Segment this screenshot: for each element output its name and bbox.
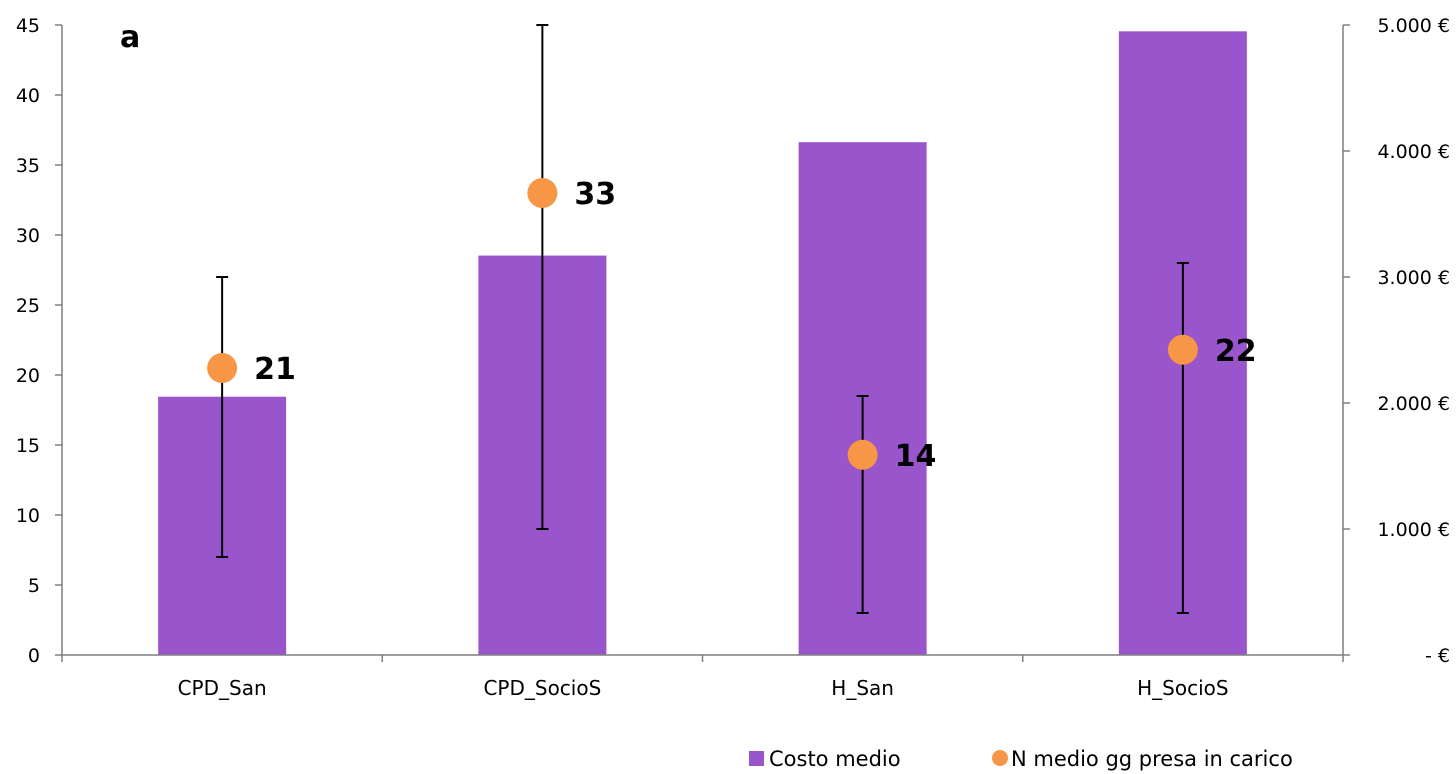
left-tick-label: 45 [16,15,40,37]
point-cpd-san [207,353,238,383]
left-tick-label: 25 [16,295,40,317]
right-tick-label: 5.000 € [1377,15,1450,37]
panel-label: a [120,20,140,55]
labels-layer: a 21 33 14 22 [120,20,1257,474]
axes-layer: 0 5 10 15 20 25 30 35 40 45 - € 1.000 € 2.000 € 3.000… [16,15,1450,700]
right-tick-label: 3.000 € [1377,267,1450,289]
left-tick-label: 0 [28,645,40,667]
data-label: 14 [895,439,937,474]
right-tick-label: - € [1425,645,1450,667]
legend: Costo medio N medio gg presa in carico [749,747,1293,771]
category-label: CPD_San [178,676,267,700]
point-h-socios [1167,334,1198,365]
legend-swatch-n-medio [992,750,1008,766]
category-label: CPD_SocioS [483,676,601,700]
legend-label-costo-medio: Costo medio [769,747,901,771]
right-tick-label: 1.000 € [1377,519,1450,541]
data-label: 22 [1215,334,1257,369]
category-label: H_San [831,676,894,700]
points-layer [207,178,1198,470]
legend-label-n-medio: N medio gg presa in carico [1011,747,1293,771]
error-bars-layer [216,24,1189,614]
data-label: 21 [254,352,296,387]
left-tick-label: 20 [16,365,40,387]
right-tick-label: 2.000 € [1377,393,1450,415]
bars-layer [158,31,1247,656]
left-tick-label: 30 [16,225,40,247]
left-tick-label: 35 [16,155,40,177]
legend-swatch-costo-medio [749,751,764,766]
point-h-san [847,439,878,470]
point-cpd-socios [527,178,558,208]
category-label: H_SocioS [1137,676,1228,700]
left-tick-label: 5 [28,575,40,597]
data-label: 33 [574,177,616,212]
right-tick-label: 4.000 € [1377,141,1450,163]
left-tick-label: 15 [16,435,40,457]
left-tick-label: 40 [16,85,40,107]
left-tick-label: 10 [16,505,40,527]
